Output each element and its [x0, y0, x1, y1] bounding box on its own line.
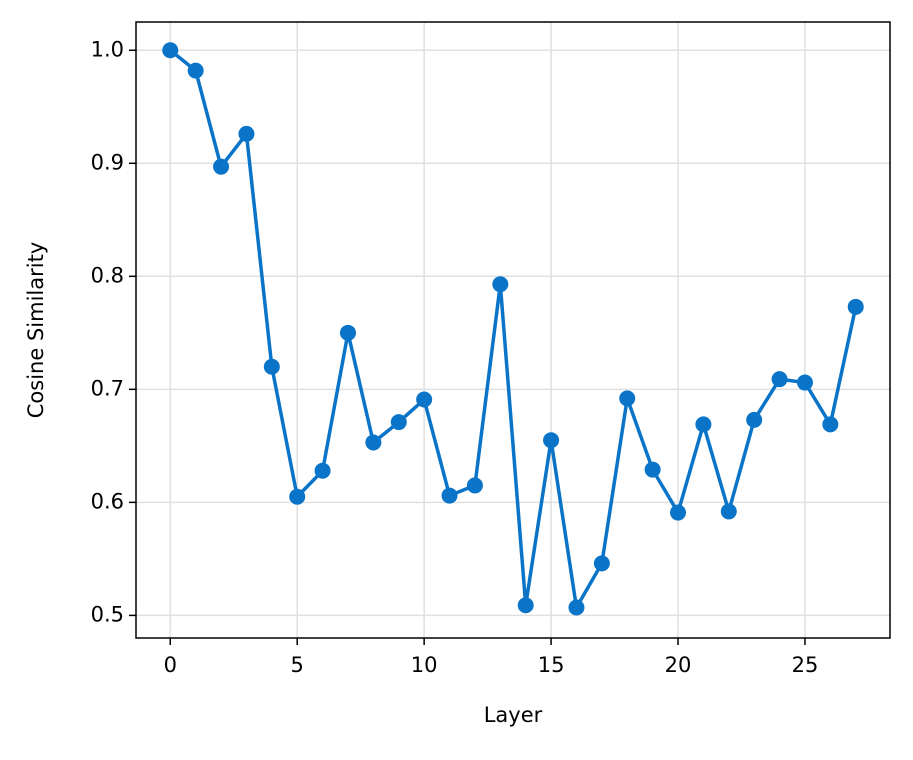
data-point: [213, 158, 230, 175]
data-point: [390, 414, 407, 431]
data-point: [593, 555, 610, 572]
data-point: [746, 411, 763, 428]
data-point: [314, 462, 331, 479]
data-point: [517, 597, 534, 614]
x-tick-label: 0: [164, 653, 177, 677]
data-point: [720, 503, 737, 520]
data-point: [416, 391, 433, 408]
data-point: [796, 374, 813, 391]
y-tick-label: 1.0: [91, 37, 124, 61]
x-tick-label: 5: [291, 653, 304, 677]
y-axis-label: Cosine Similarity: [24, 242, 48, 418]
y-tick-label: 0.8: [91, 263, 124, 287]
data-point: [162, 42, 179, 59]
data-point: [695, 416, 712, 433]
data-point: [466, 477, 483, 494]
x-tick-label: 15: [538, 653, 565, 677]
data-point: [339, 324, 356, 341]
data-point: [568, 599, 585, 616]
y-tick-label: 0.9: [91, 150, 124, 174]
data-point: [365, 434, 382, 451]
data-point: [187, 62, 204, 79]
x-tick-label: 10: [411, 653, 438, 677]
data-point: [619, 390, 636, 407]
series-line: [169, 48, 858, 610]
data-point: [543, 432, 560, 449]
x-axis-label: Layer: [484, 703, 543, 727]
data-point: [822, 416, 839, 433]
y-tick-label: 0.6: [91, 489, 124, 513]
data-point: [670, 504, 687, 521]
data-point: [847, 298, 864, 315]
y-tick-label: 0.5: [91, 602, 124, 626]
y-tick-label: 0.7: [91, 376, 124, 400]
x-tick-label: 25: [792, 653, 819, 677]
plot-frame: [135, 21, 891, 639]
data-point: [492, 276, 509, 293]
data-point: [238, 125, 255, 142]
data-point: [441, 487, 458, 504]
data-point: [263, 358, 280, 375]
x-tick-label: 20: [665, 653, 692, 677]
data-point: [771, 371, 788, 388]
data-point: [644, 461, 661, 478]
data-point: [289, 488, 306, 505]
